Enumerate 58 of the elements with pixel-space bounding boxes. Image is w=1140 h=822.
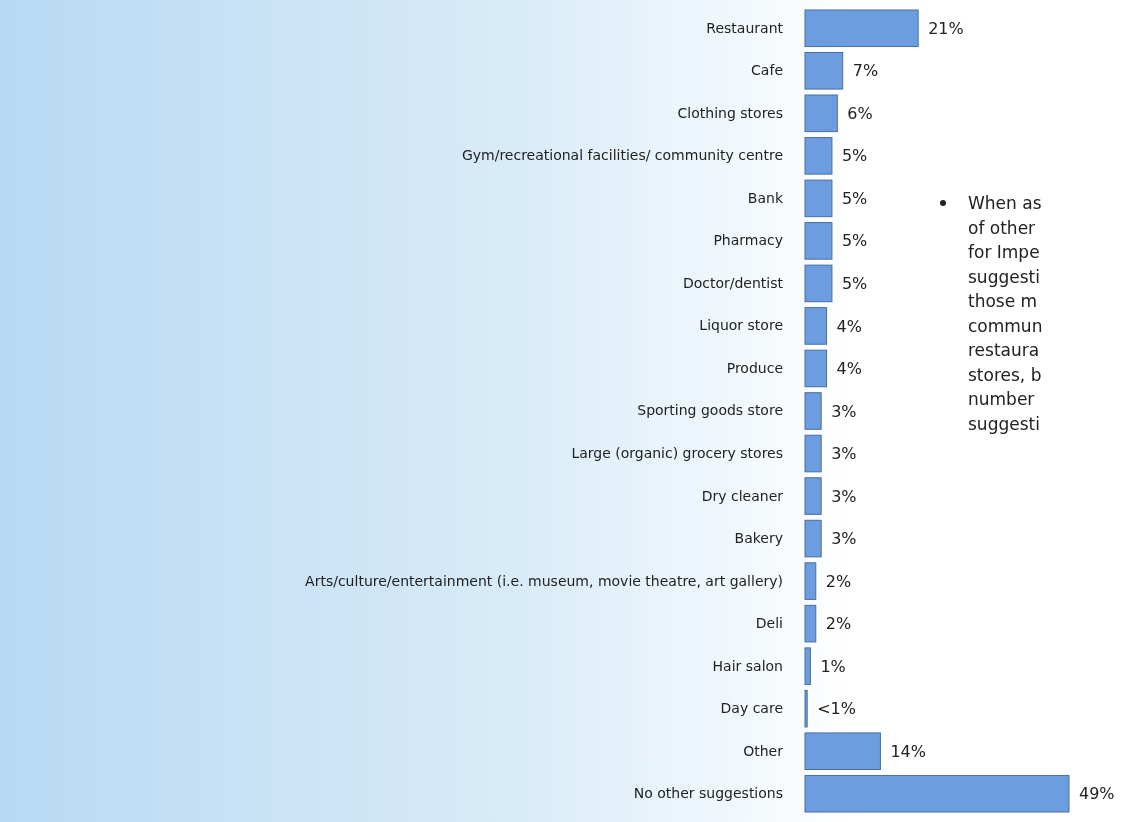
y-tick-label: Restaurant	[706, 19, 784, 36]
data-label: 3%	[831, 401, 857, 421]
bar	[804, 647, 811, 685]
data-label: 1%	[820, 656, 846, 676]
bar	[804, 392, 822, 430]
data-label: 5%	[841, 146, 868, 166]
y-tick-label: Other	[743, 742, 784, 759]
bar	[804, 222, 833, 260]
data-label: 3%	[831, 486, 857, 506]
data-label: 4%	[836, 359, 862, 379]
data-label: 7%	[852, 61, 879, 81]
y-tick-label: Hair salon	[712, 657, 783, 674]
bar	[804, 307, 828, 345]
y-tick-label: Produce	[726, 359, 783, 376]
data-label: 2%	[825, 614, 852, 634]
bar	[804, 604, 817, 643]
y-tick-label: Gym/recreational facilities/ community centre	[461, 147, 783, 164]
bar	[804, 689, 808, 728]
y-tick-label: Day care	[720, 700, 783, 717]
bar	[804, 264, 833, 303]
data-label: 4%	[836, 316, 862, 336]
y-tick-label: Cafe	[751, 62, 783, 79]
bar	[804, 94, 838, 133]
bar	[804, 519, 822, 558]
bar	[804, 52, 844, 90]
bar	[804, 732, 881, 770]
bar	[804, 179, 833, 218]
y-tick-label: Doctor/dentist	[682, 274, 784, 291]
y-tick-label: Pharmacy	[713, 232, 783, 249]
data-label: 3%	[831, 444, 857, 464]
y-tick-label: Sporting goods store	[637, 402, 783, 419]
bar	[804, 9, 919, 48]
data-label: 49%	[1079, 784, 1115, 804]
data-label: 5%	[841, 188, 868, 208]
y-tick-label: Deli	[755, 615, 783, 632]
y-tick-label: Dry cleaner	[701, 487, 784, 504]
y-tick-label: No other suggestions	[633, 785, 783, 802]
y-tick-label: Clothing stores	[677, 104, 783, 121]
bar	[804, 349, 828, 388]
data-label: 6%	[847, 103, 873, 123]
y-tick-label: Bakery	[734, 530, 783, 547]
data-label: 5%	[841, 274, 868, 294]
bar	[804, 477, 822, 515]
data-label: <1%	[817, 699, 856, 719]
y-tick-label: Large (organic) grocery stores	[571, 445, 783, 462]
y-tick-label: Bank	[747, 189, 784, 206]
y-tick-label: Arts/culture/entertainment (i.e. museum, movie theatre, art gallery)	[305, 572, 783, 589]
data-label: 2%	[825, 571, 852, 591]
bar	[804, 774, 1070, 813]
data-label: 21%	[928, 18, 964, 38]
data-label: 14%	[890, 741, 926, 761]
y-tick-label: Liquor store	[699, 317, 783, 334]
bar	[804, 434, 822, 473]
data-label: 5%	[841, 231, 868, 251]
bar	[804, 562, 817, 600]
data-label: 3%	[831, 529, 857, 549]
text: When as of other for Impe suggesti those m commun restaura stores, b number suggesti	[968, 193, 1043, 434]
bar	[804, 137, 833, 175]
